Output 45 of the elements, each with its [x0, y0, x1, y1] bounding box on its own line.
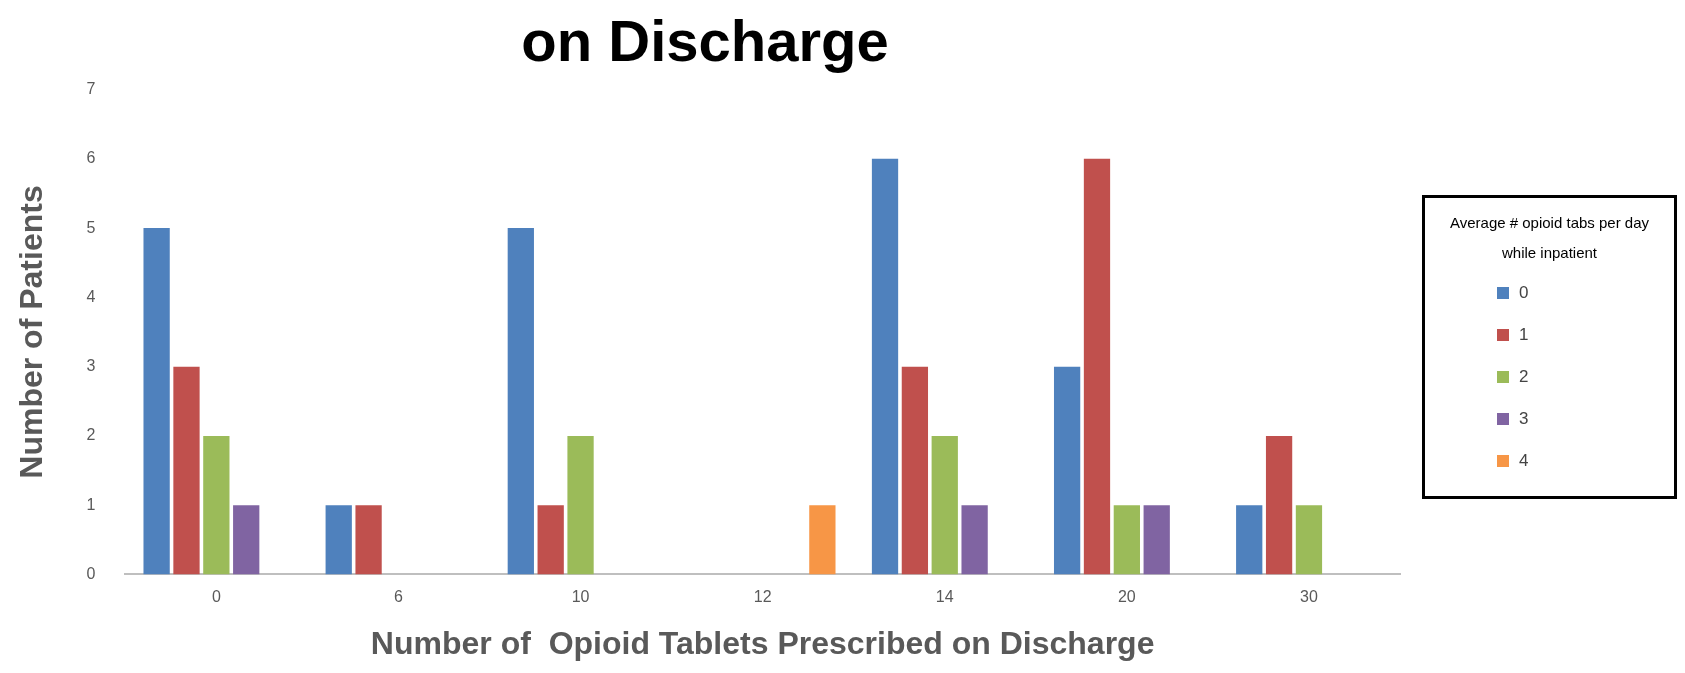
bar: [809, 505, 836, 575]
y-tick-label: 5: [86, 218, 96, 236]
bar: [567, 435, 594, 575]
legend-label: 0: [1519, 283, 1529, 303]
chart-title: on Discharge: [521, 7, 889, 73]
bar: [1265, 435, 1293, 575]
y-tick-label: 1: [86, 495, 96, 513]
bar: [325, 505, 352, 575]
bar: [1236, 505, 1263, 575]
bar: [961, 505, 988, 575]
x-axis-title: Number of Opioid Tablets Prescribed on Discharge: [370, 624, 1155, 661]
x-tick-label: 10: [571, 588, 590, 606]
legend-label: 4: [1519, 451, 1529, 471]
bar: [233, 505, 260, 575]
y-tick-label: 7: [86, 80, 96, 98]
bar: [173, 366, 200, 575]
x-tick-label: 14: [935, 588, 954, 606]
bar: [1143, 505, 1170, 575]
bar: [203, 435, 230, 575]
y-tick-label: 3: [86, 357, 96, 375]
bar: [143, 228, 170, 575]
bar: [1083, 158, 1111, 575]
y-tick-label: 2: [86, 426, 96, 444]
legend-label: 2: [1519, 367, 1529, 387]
legend-title: Average # opioid tabs per day while inpatient: [1449, 213, 1650, 263]
y-axis-title: Number of Patients: [13, 185, 50, 479]
legend-label: 3: [1519, 409, 1529, 429]
x-tick-label: 0: [211, 588, 221, 606]
bar: [931, 435, 958, 575]
x-tick-label: 12: [753, 588, 772, 606]
y-tick-label: 0: [86, 564, 96, 582]
bar: [537, 505, 564, 575]
x-tick-label: 20: [1117, 588, 1136, 606]
bar: [1295, 505, 1323, 575]
bar: [901, 366, 929, 575]
bar: [871, 158, 899, 575]
x-tick-label: 6: [394, 588, 403, 606]
legend-label: 1: [1519, 325, 1529, 345]
y-tick-label: 6: [86, 149, 96, 167]
bar: [355, 505, 382, 575]
x-tick-label: 30: [1300, 588, 1318, 606]
y-tick-label: 4: [86, 287, 96, 305]
bar: [507, 228, 534, 575]
bar: [1053, 366, 1081, 575]
bar: [1113, 505, 1140, 575]
